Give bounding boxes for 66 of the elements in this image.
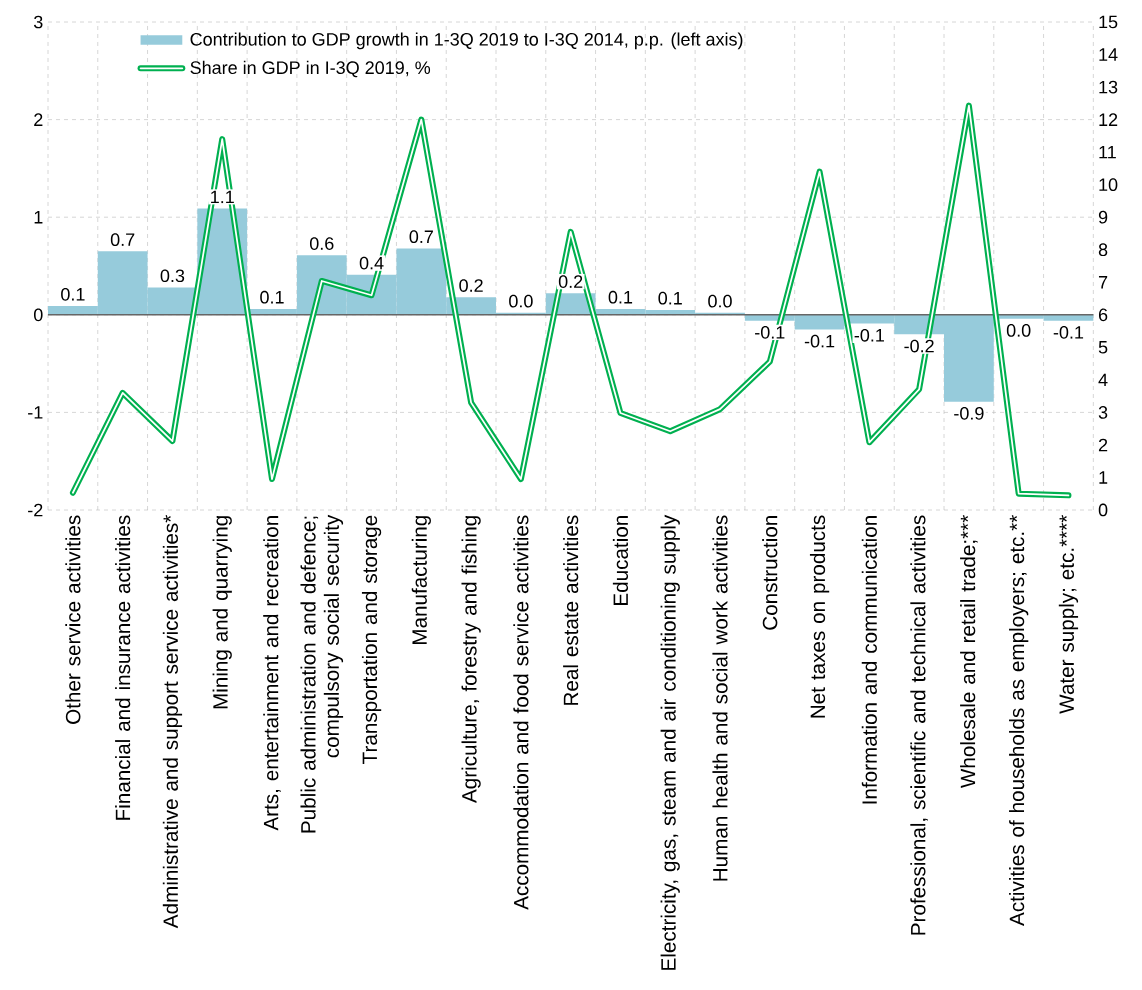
y-tick-label: -1 bbox=[28, 406, 43, 419]
data-label: -0.1 bbox=[854, 328, 884, 342]
y-tick-label: 3 bbox=[33, 15, 43, 29]
x-tick-label: Arts, entertainment and recreation bbox=[263, 516, 281, 831]
y-tick-label: 1 bbox=[34, 211, 43, 224]
data-label: 0.6 bbox=[309, 237, 334, 250]
y2-tick-label: 1 bbox=[1099, 471, 1108, 484]
data-label: 1.1 bbox=[211, 190, 234, 204]
data-label: -0.1 bbox=[804, 334, 835, 348]
data-label: 0.0 bbox=[1006, 324, 1031, 337]
y2-tick-label: 7 bbox=[1098, 276, 1108, 289]
y-tick-label: 2 bbox=[34, 113, 43, 126]
x-tick-label: Activities of households as employers; etc.** bbox=[1009, 515, 1029, 926]
y2-tick-label: 14 bbox=[1099, 48, 1118, 61]
y2-tick-label: 0 bbox=[1098, 503, 1108, 517]
y2-tick-label: 2 bbox=[1098, 438, 1108, 452]
x-tick-label: Public administration and defence; compulsory social security bbox=[300, 514, 344, 833]
x-tick-label: Professional, scientific and technical activities bbox=[910, 515, 928, 935]
y2-tick-label: 5 bbox=[1098, 341, 1108, 354]
x-tick-label: Construction bbox=[762, 516, 778, 630]
x-tick-label: Real estate activities bbox=[563, 515, 579, 705]
y2-tick-label: 13 bbox=[1099, 80, 1118, 94]
x-tick-label: Administrative and support service activities* bbox=[162, 515, 183, 929]
x-tick-label: Other service activities bbox=[65, 515, 81, 724]
x-tick-label: Information and communication bbox=[861, 516, 877, 804]
x-tick-label: Water supply; etc.**** bbox=[1058, 515, 1079, 714]
x-tick-label: Mining and quarrying bbox=[212, 516, 232, 709]
y2-tick-label: 12 bbox=[1099, 113, 1118, 126]
x-tick-label: Electricity, gas, steam and air conditioning supply bbox=[660, 514, 680, 970]
x-tick-label: Manufacturing bbox=[411, 516, 431, 644]
data-label: 0.0 bbox=[708, 294, 732, 308]
data-label: 0.4 bbox=[359, 256, 384, 270]
x-tick-label: Agriculture, forestry and fishing bbox=[461, 516, 481, 803]
data-label: 0.1 bbox=[260, 290, 284, 304]
y2-tick-label: 11 bbox=[1099, 145, 1116, 159]
data-label: 0.2 bbox=[558, 275, 583, 288]
legend-label: Share in GDP in I-3Q 2019, % bbox=[190, 60, 431, 78]
y2-tick-label: 9 bbox=[1098, 210, 1108, 224]
data-label: -0.1 bbox=[755, 325, 785, 339]
data-label: 0.3 bbox=[160, 269, 185, 283]
y2-tick-label: 15 bbox=[1099, 15, 1118, 29]
data-label: 0.1 bbox=[608, 290, 633, 304]
x-tick-label: Transportation and storage bbox=[361, 515, 382, 764]
y2-tick-label: 4 bbox=[1098, 373, 1108, 387]
y2-tick-label: 6 bbox=[1098, 308, 1108, 322]
y-tick-label: 0 bbox=[33, 308, 43, 322]
x-tick-label: Financial and insurance activities bbox=[115, 515, 131, 820]
data-label: 0.1 bbox=[61, 287, 85, 301]
x-tick-label: Human health and social work activities bbox=[712, 515, 728, 881]
x-tick-label: Net taxes on products bbox=[809, 515, 830, 718]
data-label: 0.7 bbox=[409, 230, 433, 244]
y2-tick-label: 8 bbox=[1098, 243, 1108, 257]
x-tick-label: Education bbox=[612, 516, 629, 605]
data-label: -0.1 bbox=[1053, 325, 1084, 339]
data-label: 0.7 bbox=[110, 233, 135, 247]
data-label: -0.2 bbox=[904, 339, 934, 353]
y-tick-label: -2 bbox=[28, 503, 43, 517]
y2-tick-label: 10 bbox=[1099, 178, 1118, 192]
legend-label: Contribution to GDP growth in 1-3Q 2019 to I-3Q 2014, p.p. (left axis) bbox=[190, 32, 743, 50]
data-label: 0.0 bbox=[509, 294, 533, 308]
data-label: -0.9 bbox=[954, 406, 984, 420]
x-tick-label: Wholesale and retail trade;*** bbox=[960, 515, 978, 789]
data-label: 0.1 bbox=[658, 291, 682, 305]
y2-tick-label: 3 bbox=[1098, 406, 1108, 419]
data-label: 0.2 bbox=[459, 279, 483, 292]
x-tick-label: Accommodation and food service activities bbox=[513, 515, 529, 910]
